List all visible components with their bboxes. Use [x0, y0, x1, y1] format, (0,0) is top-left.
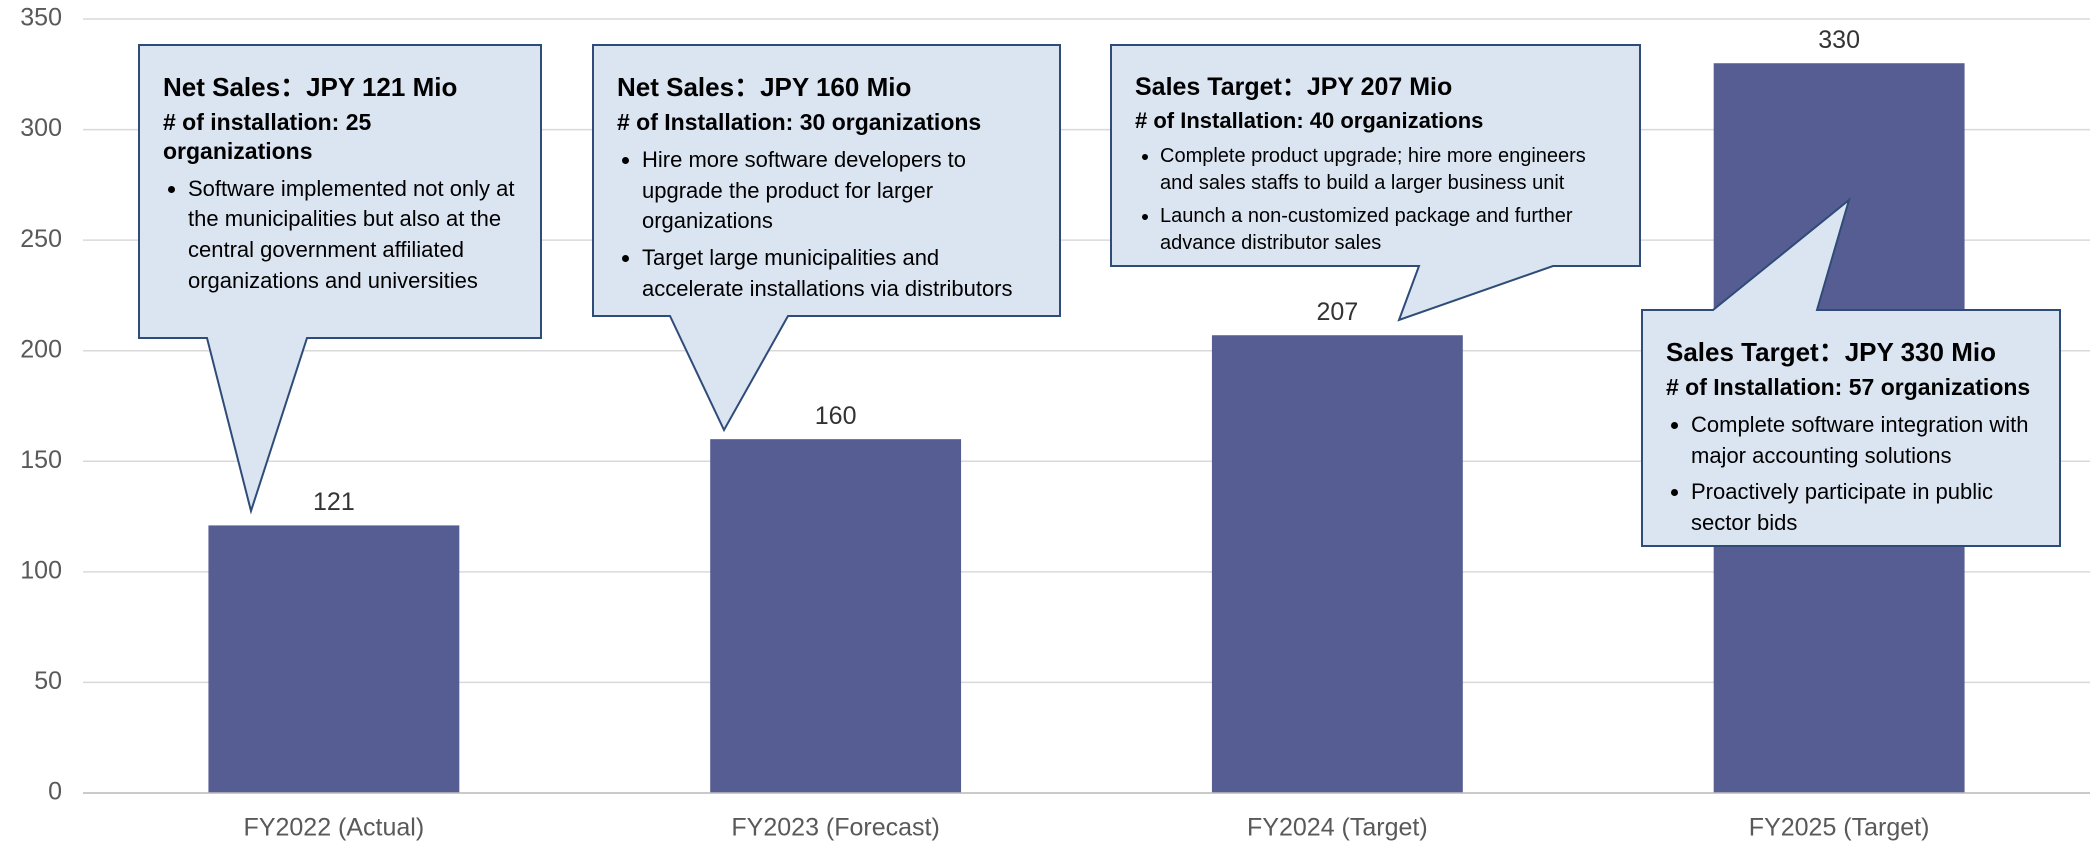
- data-label: 330: [1818, 26, 1860, 54]
- y-tick-label: 350: [20, 4, 62, 32]
- y-tick-label: 200: [20, 335, 62, 363]
- callout-shape: [1110, 44, 1641, 322]
- callout-bullets: Hire more software developers to upgrade…: [617, 145, 1036, 305]
- callout-title: Net Sales：JPY 160 Mio: [617, 72, 912, 102]
- callout-shape: [592, 44, 1061, 433]
- callout-bullets: Complete software integration with major…: [1666, 410, 2036, 539]
- x-tick-label: FY2022 (Actual): [244, 814, 425, 842]
- callout-bullets: Software implemented not only at the mun…: [163, 174, 517, 297]
- x-tick-label: FY2023 (Forecast): [731, 814, 939, 842]
- callout-bullet: Hire more software developers to upgrade…: [642, 145, 1036, 237]
- callout: Net Sales：JPY 121 Mio # of installation: …: [139, 45, 541, 325]
- y-tick-label: 150: [20, 446, 62, 474]
- callout-bullet: Software implemented not only at the mun…: [188, 174, 517, 297]
- callout-title: Net Sales：JPY 121 Mio: [163, 72, 458, 102]
- callout-subtitle: # of Installation: 40 organizations: [1135, 108, 1484, 133]
- y-tick-label: 250: [20, 225, 62, 253]
- y-tick-label: 0: [48, 778, 62, 806]
- callout-bullet: Proactively participate in public sector…: [1691, 477, 2036, 539]
- y-tick-label: 50: [34, 667, 62, 695]
- bar: [710, 439, 962, 793]
- callout-bullet: Launch a non-customized package and furt…: [1160, 203, 1616, 257]
- callout-bullet: Complete product upgrade; hire more engi…: [1160, 143, 1616, 197]
- callout-title: Sales Target：JPY 207 Mio: [1135, 73, 1453, 101]
- callout-title: Sales Target：JPY 330 Mio: [1666, 337, 1996, 367]
- x-tick-label: FY2024 (Target): [1247, 814, 1428, 842]
- callout-subtitle: # of installation: 25 organizations: [163, 109, 372, 164]
- callout-shape: [138, 44, 542, 515]
- callout: Sales Target：JPY 330 Mio # of Installatio…: [1642, 310, 2060, 567]
- callout: Sales Target：JPY 207 Mio # of Installatio…: [1111, 45, 1640, 285]
- data-label: 207: [1317, 298, 1359, 326]
- callout-bullet: Target large municipalities and accelera…: [642, 243, 1036, 305]
- bar: [1211, 335, 1463, 793]
- data-label: 121: [313, 488, 355, 516]
- x-tick-label: FY2025 (Target): [1749, 814, 1930, 842]
- callout: Net Sales：JPY 160 Mio # of Installation: …: [593, 45, 1060, 333]
- y-tick-label: 100: [20, 556, 62, 584]
- bar: [208, 525, 460, 793]
- callout-bullets: Complete product upgrade; hire more engi…: [1135, 143, 1616, 257]
- callout-subtitle: # of Installation: 57 organizations: [1666, 374, 2031, 400]
- callout-shape: [1641, 197, 2061, 547]
- y-tick-label: 300: [20, 114, 62, 142]
- callout-subtitle: # of Installation: 30 organizations: [617, 109, 982, 135]
- data-label: 160: [815, 402, 857, 430]
- callout-bullet: Complete software integration with major…: [1691, 410, 2036, 472]
